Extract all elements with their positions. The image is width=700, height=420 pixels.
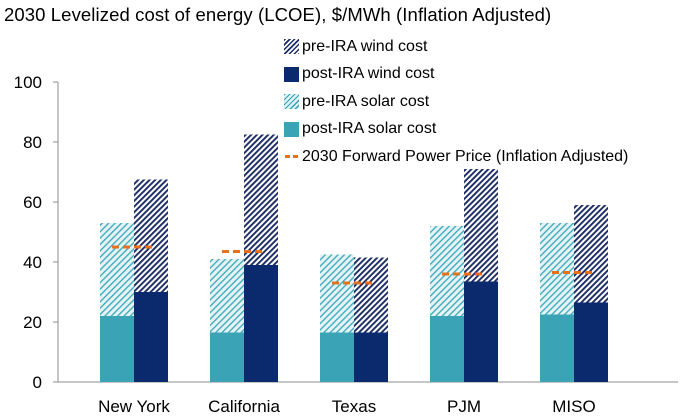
- bar-post-ira-solar: [210, 332, 244, 382]
- x-tick-label: California: [208, 397, 280, 416]
- y-tick-label: 80: [23, 133, 42, 152]
- x-tick-label: Texas: [332, 397, 376, 416]
- y-tick-label: 100: [14, 73, 42, 92]
- y-tick-label: 0: [33, 373, 42, 392]
- legend-item-pre-ira-wind: pre-IRA wind cost: [284, 33, 628, 61]
- legend-label: 2030 Forward Power Price (Inflation Adju…: [302, 147, 629, 165]
- legend-swatch-pre-ira-solar: [284, 94, 299, 110]
- legend-item-post-ira-wind: post-IRA wind cost: [284, 61, 628, 89]
- x-tick-label: MISO: [552, 397, 595, 416]
- legend-label: post-IRA wind cost: [302, 65, 435, 83]
- legend-label: post-IRA solar cost: [302, 120, 437, 138]
- bar-post-ira-wind: [244, 265, 278, 382]
- legend-item-pre-ira-solar: pre-IRA solar cost: [284, 88, 628, 116]
- legend-label: pre-IRA solar cost: [302, 92, 430, 110]
- bar-post-ira-solar: [100, 316, 134, 382]
- y-tick-label: 20: [23, 313, 42, 332]
- x-tick-label: PJM: [447, 397, 481, 416]
- legend-swatch-post-ira-solar: [284, 121, 299, 137]
- bar-post-ira-wind: [354, 332, 388, 382]
- legend-swatch-post-ira-wind: [284, 66, 299, 82]
- bar-post-ira-solar: [430, 316, 464, 382]
- legend-swatch-pre-ira-wind: [284, 39, 299, 55]
- y-tick-label: 40: [23, 253, 42, 272]
- legend-item-post-ira-solar: post-IRA solar cost: [284, 116, 628, 144]
- x-tick-label: New York: [98, 397, 170, 416]
- bar-post-ira-solar: [320, 332, 354, 382]
- y-tick-label: 60: [23, 193, 42, 212]
- legend-item-forward-price: 2030 Forward Power Price (Inflation Adju…: [284, 143, 628, 171]
- bar-post-ira-solar: [540, 314, 574, 382]
- bar-post-ira-wind: [574, 302, 608, 382]
- legend: pre-IRA wind cost post-IRA wind cost pre…: [284, 33, 628, 171]
- legend-label: pre-IRA wind cost: [302, 37, 428, 55]
- chart-title: 2030 Levelized cost of energy (LCOE), $/…: [4, 4, 552, 25]
- legend-swatch-forward-price: [284, 149, 299, 164]
- bar-post-ira-wind: [134, 292, 168, 382]
- bar-post-ira-wind: [464, 281, 498, 382]
